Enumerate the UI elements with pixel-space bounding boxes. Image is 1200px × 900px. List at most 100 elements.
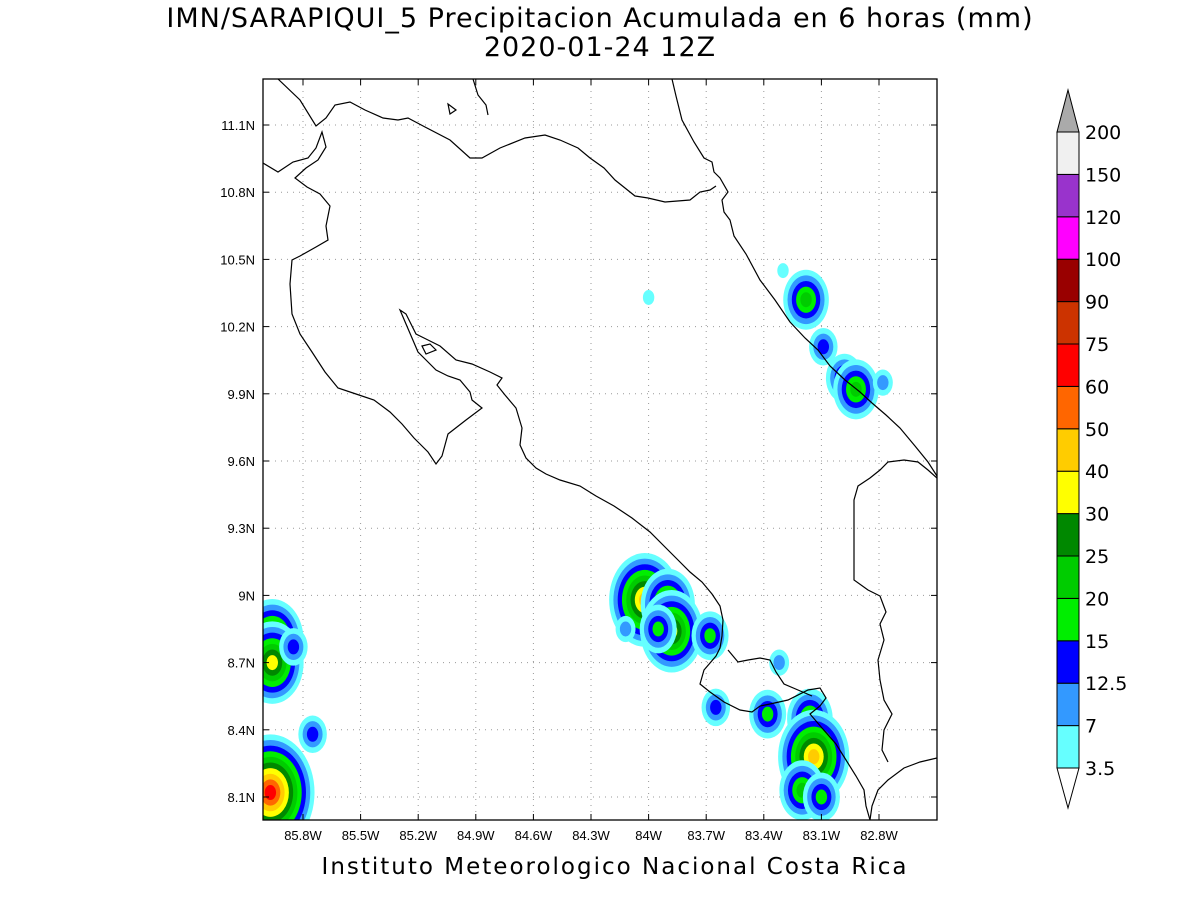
colorbar-swatch	[1056, 131, 1080, 175]
x-tick-label: 85.8W	[284, 828, 322, 843]
x-tick-label: 85.2W	[399, 828, 437, 843]
precip-contour	[761, 706, 774, 722]
colorbar-label: 25	[1085, 546, 1109, 568]
precip-contour	[264, 785, 277, 801]
x-tick-label: 83.4W	[745, 828, 783, 843]
x-tick-label: 84W	[635, 828, 662, 843]
colorbar-swatch	[1056, 470, 1080, 515]
colorbar-swatch	[1056, 555, 1080, 599]
nicaragua-north	[472, 79, 489, 116]
precip-cell	[783, 269, 829, 330]
colorbar-label: 50	[1085, 419, 1109, 441]
y-tick-label: 9.9N	[228, 387, 255, 402]
colorbar-swatch	[1056, 258, 1080, 303]
y-tick-label: 8.4N	[228, 723, 255, 738]
x-tick-label: 84.6W	[515, 828, 553, 843]
precip-contour	[266, 655, 278, 671]
precip-contour	[619, 621, 632, 637]
precip-contour	[642, 289, 655, 305]
colorbar-swatch	[1056, 343, 1080, 387]
colorbar-label: 120	[1085, 207, 1121, 229]
lake-island	[447, 102, 458, 115]
colorbar-label: 3.5	[1085, 758, 1115, 780]
panama-border	[853, 459, 937, 763]
precip-contour	[287, 639, 300, 655]
x-tick-label: 84.9W	[457, 828, 495, 843]
y-tick-label: 9.6N	[228, 454, 255, 469]
colorbar-label: 30	[1085, 504, 1109, 526]
plot-frame	[262, 78, 938, 821]
precip-cell	[802, 772, 840, 820]
precip-cell	[639, 604, 677, 654]
precip-cell	[279, 628, 308, 666]
precip-cell	[749, 689, 787, 739]
map-gridlines	[263, 79, 937, 820]
panama-coast-south	[869, 757, 937, 820]
coastlines	[263, 79, 937, 820]
colorbar-label: 200	[1085, 122, 1121, 144]
gulf-of-nicoya-island	[421, 343, 438, 355]
precip-cell	[642, 289, 655, 305]
precip-cell	[872, 369, 893, 396]
y-tick-label: 10.5N	[220, 252, 255, 267]
colorbar-swatch	[1056, 216, 1080, 260]
x-tick-label: 83.1W	[803, 828, 841, 843]
precipitation-fields	[263, 263, 893, 820]
precip-contour	[704, 628, 716, 644]
precip-cell	[769, 649, 790, 676]
precip-contour	[710, 699, 722, 715]
colorbar-swatch	[1056, 682, 1080, 727]
map-valid-time: 2020-01-24 12Z	[483, 32, 717, 63]
colorbar-label: 7	[1085, 716, 1097, 738]
precip-contour	[817, 339, 830, 355]
y-tick-label: 11.1N	[221, 118, 255, 133]
colorbar-label: 60	[1085, 376, 1109, 398]
precip-cell	[777, 263, 789, 279]
nicaragua-lake-coast	[277, 79, 717, 203]
colorbar-max-arrow	[1056, 88, 1080, 133]
y-tick-label: 9.3N	[228, 521, 255, 536]
precip-contour	[777, 263, 789, 279]
precip-cell	[691, 611, 729, 661]
longitude-axis: 85.8W 85.5W 85.2W 84.9W 84.6W 84.3W 84W 83.7W 83…	[284, 79, 899, 843]
x-tick-label: 83.7W	[687, 828, 725, 843]
x-tick-label: 84.3W	[572, 828, 610, 843]
colorbar-swatch	[1056, 301, 1080, 345]
latitude-axis: 8.1N 8.4N 8.7N 9N 9.3N 9.6N 9.9N 10.2N 10.5N 10.8…	[220, 118, 937, 805]
precip-cell	[615, 615, 636, 643]
y-tick-label: 9N	[238, 588, 255, 603]
precip-contour	[773, 655, 785, 671]
colorbar-min-arrow	[1056, 767, 1080, 810]
precip-contour	[815, 789, 828, 805]
colorbar-swatch	[1056, 597, 1080, 642]
x-tick-label: 82.8W	[860, 828, 898, 843]
precip-contour	[306, 726, 319, 742]
colorbar-swatch	[1056, 725, 1080, 769]
colorbar-swatch	[1056, 640, 1080, 684]
osa-peninsula	[727, 649, 813, 697]
precip-cell	[263, 734, 315, 820]
colorbar-label: 75	[1085, 334, 1109, 356]
y-tick-label: 10.2N	[220, 320, 255, 335]
colorbar-swatch	[1056, 173, 1080, 218]
precip-cell	[701, 688, 731, 727]
y-tick-label: 8.7N	[228, 656, 255, 671]
colorbar: 3.5 7 12.5 15 20 25 30 40 50 60 75 90 100 120 150 200	[1056, 88, 1127, 810]
colorbar-label: 12.5	[1085, 673, 1127, 695]
colorbar-label: 40	[1085, 461, 1109, 483]
precip-contour	[652, 621, 664, 637]
y-tick-label: 10.8N	[220, 185, 255, 200]
footer-credit: Instituto Meteorologico Nacional Costa R…	[321, 854, 909, 880]
y-tick-label: 8.1N	[228, 790, 255, 805]
colorbar-label: 20	[1085, 588, 1109, 610]
colorbar-label: 100	[1085, 249, 1121, 271]
colorbar-label: 15	[1085, 631, 1109, 653]
colorbar-label: 150	[1085, 164, 1121, 186]
precip-cell	[298, 715, 327, 754]
caribbean-coast-north	[671, 79, 937, 477]
nicoya-coast	[263, 130, 871, 820]
colorbar-label: 90	[1085, 292, 1109, 314]
precip-cell	[809, 328, 838, 366]
x-tick-label: 85.5W	[342, 828, 380, 843]
